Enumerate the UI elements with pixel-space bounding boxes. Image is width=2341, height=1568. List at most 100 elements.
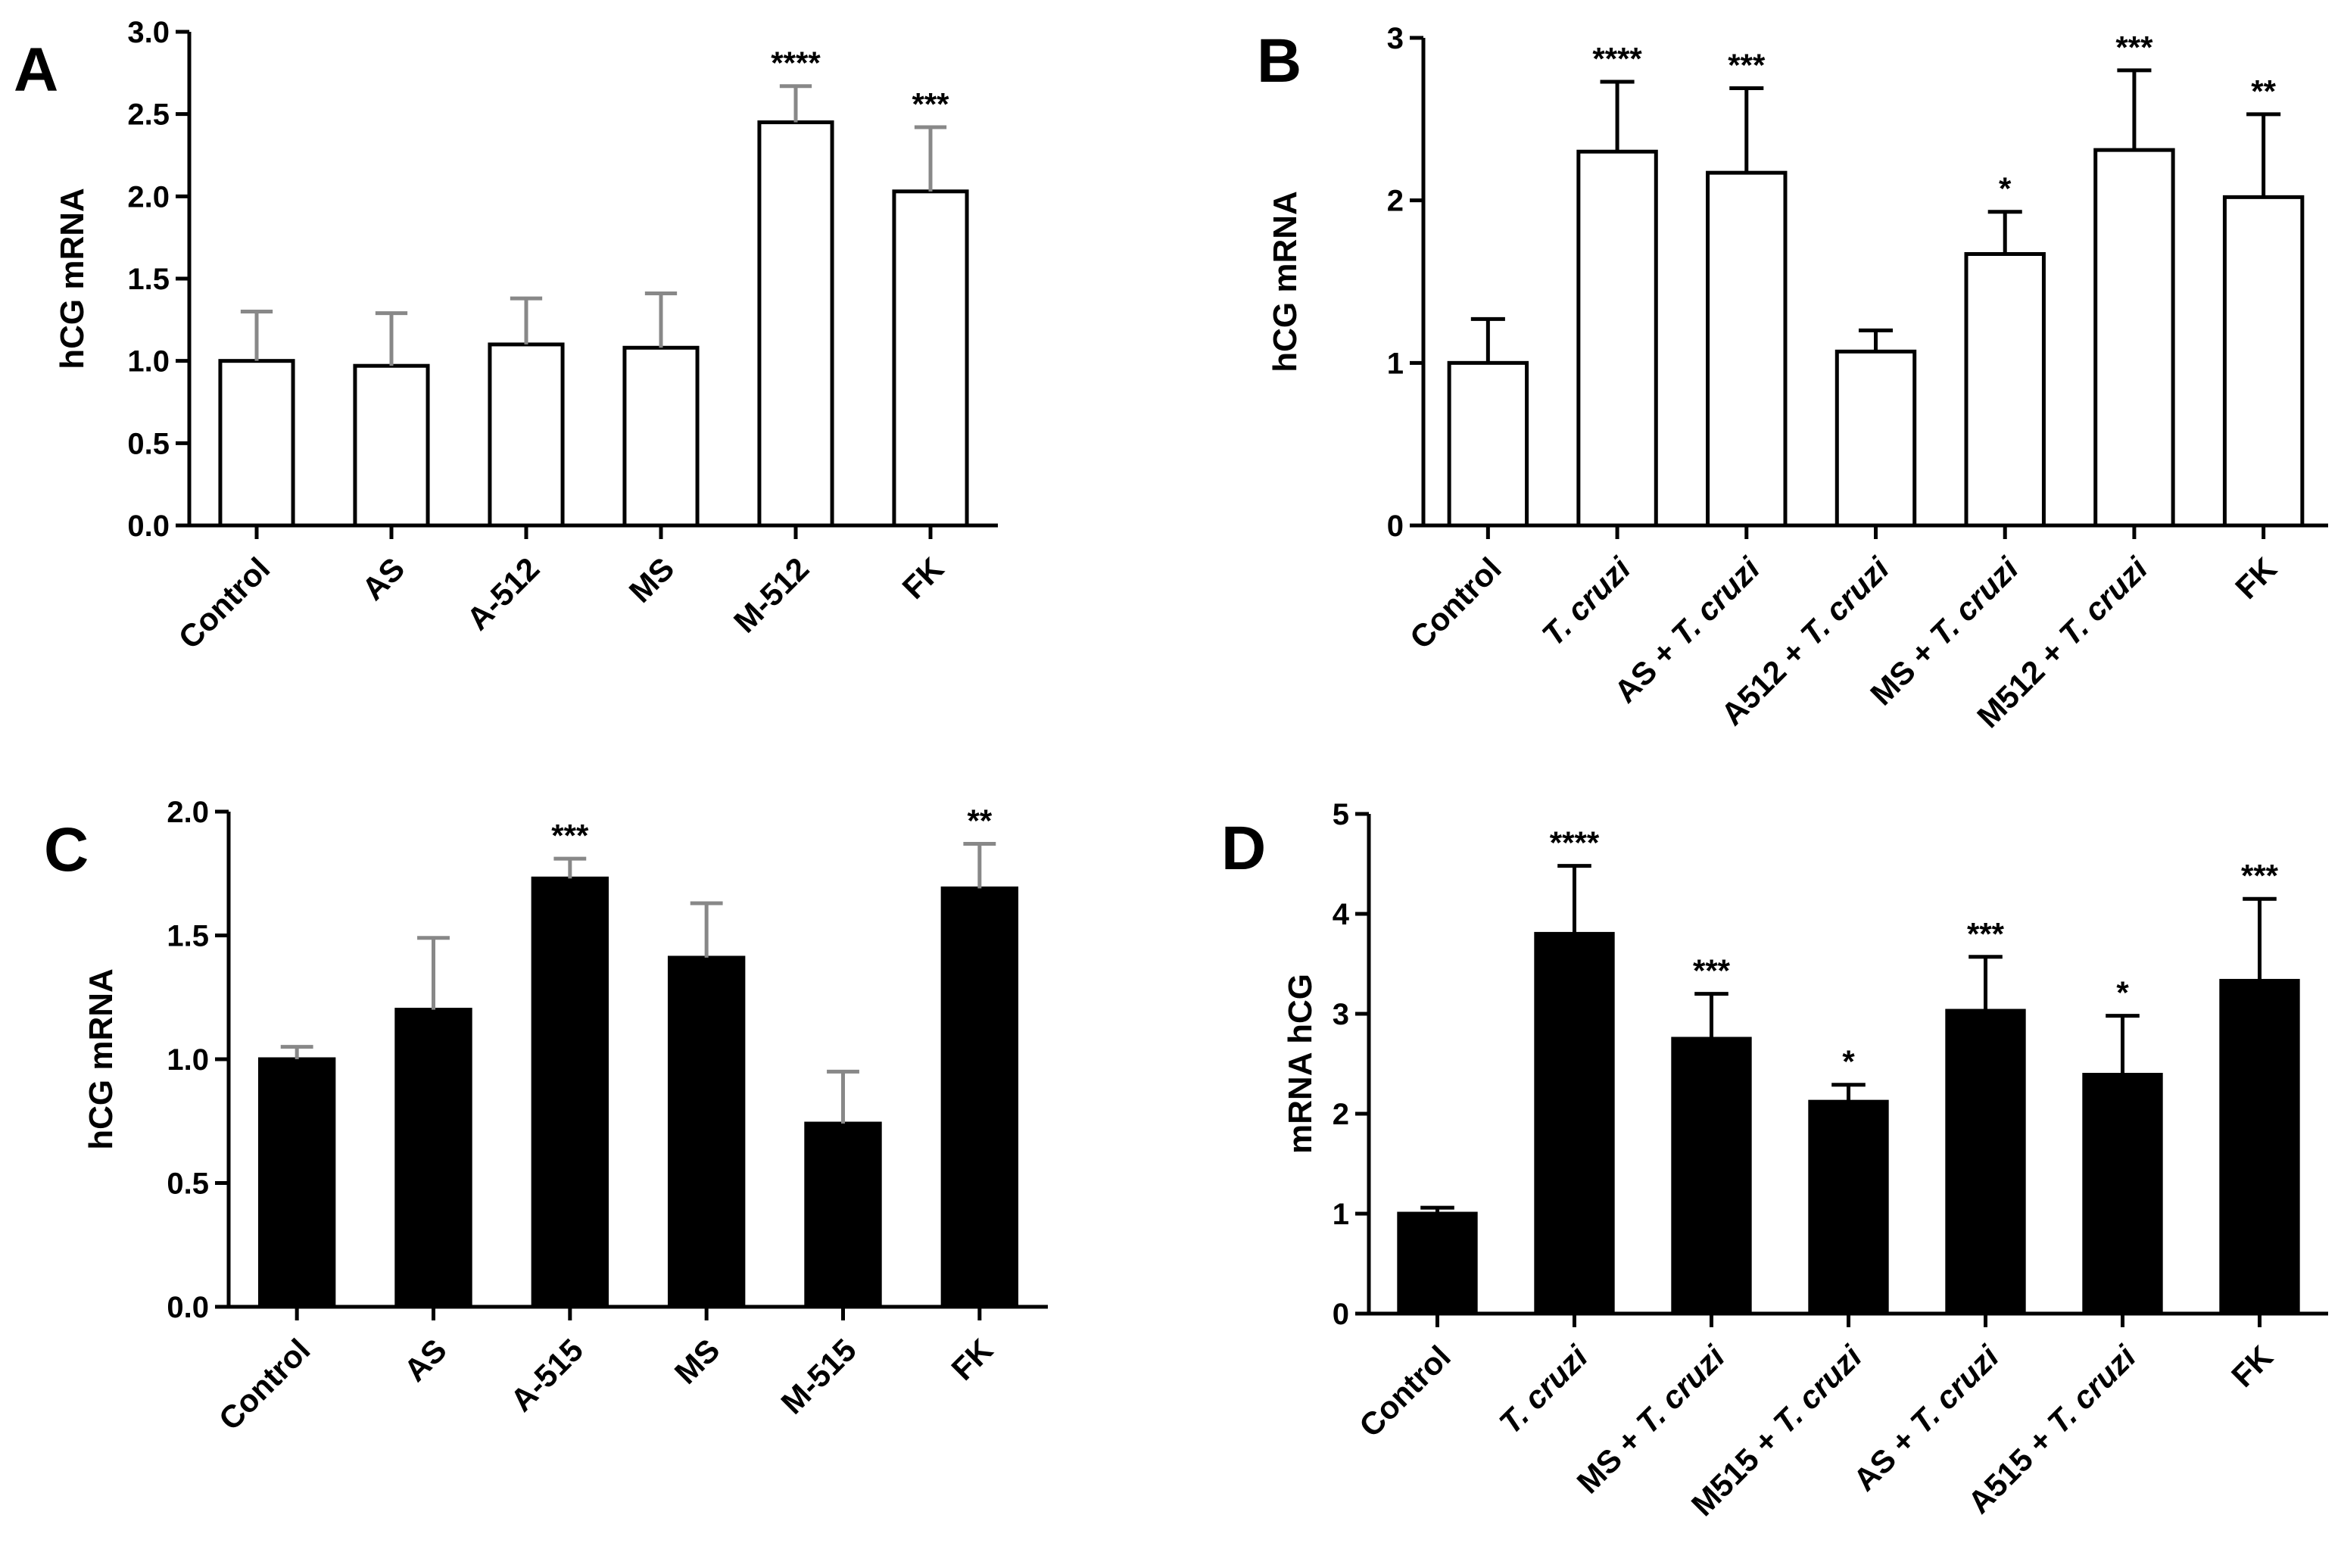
x-tick-label: T. cruzi	[1492, 1338, 1595, 1441]
x-tick-label-part: M-512	[727, 550, 815, 639]
bar	[667, 955, 746, 1309]
significance-label: ****	[1550, 825, 1600, 861]
x-tick-label-part: T. cruzi	[1923, 550, 2026, 653]
axes	[187, 32, 998, 528]
significance-label: **	[967, 803, 992, 839]
panel-letter: D	[1221, 814, 1266, 883]
x-tick-label-part: T. cruzi	[1794, 550, 1897, 653]
x-tick-label-part: MS	[668, 1332, 727, 1391]
bar	[1576, 149, 1658, 528]
x-tick-label: AS	[397, 1332, 454, 1389]
y-axis-label: hCG mRNA	[1267, 191, 1304, 373]
x-tick-label: MS	[622, 550, 681, 609]
bar	[1808, 1099, 1889, 1316]
x-tick-label-part: T. cruzi	[1535, 550, 1638, 653]
y-tick-label: 2.5	[127, 98, 170, 132]
y-tick-label: 2	[1387, 185, 1404, 218]
significance-label: *	[1842, 1044, 1855, 1080]
bar	[353, 363, 430, 528]
y-tick-label: 3	[1387, 22, 1404, 55]
y-tick-label: 2.0	[127, 180, 170, 214]
y-tick-label: 4	[1333, 898, 1350, 931]
x-tick-label-part: T. cruzi	[2040, 1338, 2143, 1441]
bar	[757, 120, 834, 528]
x-tick-label-part: M512 +	[1970, 628, 2077, 734]
x-tick-label: M-515	[774, 1332, 862, 1420]
bar	[2219, 978, 2300, 1316]
y-tick-label: 3.0	[127, 16, 170, 49]
y-tick-label: 1	[1387, 347, 1404, 380]
x-tick-label: MS	[668, 1332, 727, 1391]
y-tick-label: 0	[1333, 1298, 1349, 1331]
x-tick-label: Control	[1352, 1339, 1457, 1444]
x-tick-label-part: MS	[622, 550, 681, 609]
y-tick-label: 0	[1387, 510, 1404, 543]
x-tick-label-part: FK	[2228, 550, 2283, 606]
x-tick-label-part: T. cruzi	[1766, 1338, 1869, 1441]
significance-label: ****	[1592, 41, 1642, 76]
y-tick-label: 3	[1333, 998, 1349, 1031]
x-tick-label-part: FK	[2224, 1339, 2280, 1394]
x-tick-label: FK	[2224, 1339, 2280, 1394]
y-tick-label: 5	[1333, 798, 1349, 831]
bar	[1447, 360, 1529, 528]
y-tick-label: 2.0	[167, 796, 209, 829]
y-tick-label: 2	[1333, 1098, 1349, 1131]
bar	[1671, 1037, 1752, 1316]
x-tick-label: M-512	[727, 550, 815, 639]
bar	[1397, 1211, 1478, 1316]
x-tick-label-part: A515 +	[1961, 1416, 2065, 1520]
x-tick-label: AS	[355, 550, 412, 607]
significance-label: *	[1999, 171, 2012, 207]
bar	[488, 342, 565, 528]
x-tick-label-part: Control	[212, 1332, 317, 1437]
y-tick-label: 1	[1333, 1198, 1349, 1231]
y-axis-label: mRNA hCG	[1282, 974, 1319, 1154]
significance-label: **	[2251, 73, 2276, 109]
x-tick-label-part: T. cruzi	[1903, 1338, 2006, 1441]
y-tick-label: 0.5	[127, 427, 170, 460]
x-tick-label-part: Control	[1403, 550, 1508, 656]
bar	[2082, 1073, 2163, 1316]
y-axis-label: hCG mRNA	[54, 188, 91, 369]
x-tick-label: T. cruzi	[1535, 550, 1638, 653]
significance-label: ***	[1728, 48, 1766, 83]
y-tick-label: 1.5	[127, 263, 170, 296]
bar	[257, 1057, 336, 1309]
axes	[1421, 38, 2328, 528]
bar	[1834, 349, 1917, 528]
x-tick-label: FK	[944, 1332, 999, 1387]
y-tick-label: 1.5	[167, 920, 209, 953]
x-tick-label-part: T. cruzi	[1629, 1338, 1732, 1441]
bar	[531, 876, 609, 1309]
y-axis-label: hCG mRNA	[83, 968, 120, 1150]
y-tick-label: 0.0	[167, 1291, 209, 1324]
bar	[1964, 252, 2046, 528]
panel-letter: B	[1257, 26, 1301, 95]
x-tick-label: Control	[212, 1332, 317, 1437]
x-tick-label-part: FK	[944, 1332, 999, 1387]
bar	[218, 359, 295, 528]
bar	[394, 1008, 472, 1309]
x-tick-label-part: A512 +	[1714, 628, 1819, 732]
x-tick-label-part: Control	[1352, 1339, 1457, 1444]
x-tick-label-part: AS	[397, 1332, 454, 1389]
significance-label: ****	[771, 45, 821, 81]
bar	[892, 189, 969, 528]
significance-label: *	[2116, 975, 2129, 1011]
bar	[1945, 1008, 2026, 1316]
x-tick-label-part: M515 +	[1685, 1416, 1791, 1523]
significance-label: ***	[2115, 30, 2153, 65]
x-tick-label-part: AS	[355, 550, 412, 607]
axes	[1367, 814, 2328, 1316]
x-tick-label-part: T. cruzi	[1664, 550, 1767, 653]
bar	[1706, 170, 1788, 528]
x-tick-label-part: FK	[896, 550, 951, 606]
x-tick-label-part: M-515	[774, 1332, 862, 1420]
axes	[226, 812, 1048, 1309]
x-tick-label: A-512	[460, 550, 546, 637]
